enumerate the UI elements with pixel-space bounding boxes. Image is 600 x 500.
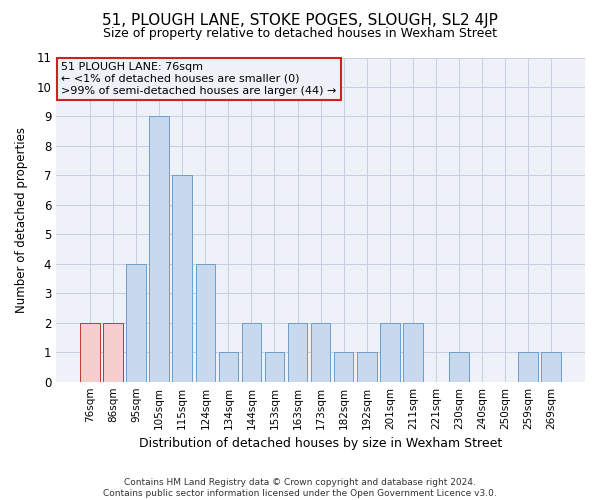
Bar xyxy=(311,322,331,382)
Bar xyxy=(172,176,192,382)
Bar xyxy=(196,264,215,382)
Bar xyxy=(403,322,422,382)
Bar xyxy=(334,352,353,382)
Bar xyxy=(357,352,377,382)
Text: 51, PLOUGH LANE, STOKE POGES, SLOUGH, SL2 4JP: 51, PLOUGH LANE, STOKE POGES, SLOUGH, SL… xyxy=(102,12,498,28)
Text: Contains HM Land Registry data © Crown copyright and database right 2024.
Contai: Contains HM Land Registry data © Crown c… xyxy=(103,478,497,498)
Bar xyxy=(103,322,123,382)
Bar xyxy=(518,352,538,382)
Bar xyxy=(149,116,169,382)
Text: 51 PLOUGH LANE: 76sqm
← <1% of detached houses are smaller (0)
>99% of semi-deta: 51 PLOUGH LANE: 76sqm ← <1% of detached … xyxy=(61,62,337,96)
Text: Size of property relative to detached houses in Wexham Street: Size of property relative to detached ho… xyxy=(103,28,497,40)
Bar xyxy=(265,352,284,382)
Bar xyxy=(380,322,400,382)
X-axis label: Distribution of detached houses by size in Wexham Street: Distribution of detached houses by size … xyxy=(139,437,502,450)
Y-axis label: Number of detached properties: Number of detached properties xyxy=(15,126,28,312)
Bar xyxy=(449,352,469,382)
Bar xyxy=(80,322,100,382)
Bar xyxy=(242,322,261,382)
Bar xyxy=(218,352,238,382)
Bar xyxy=(541,352,561,382)
Bar xyxy=(127,264,146,382)
Bar xyxy=(288,322,307,382)
